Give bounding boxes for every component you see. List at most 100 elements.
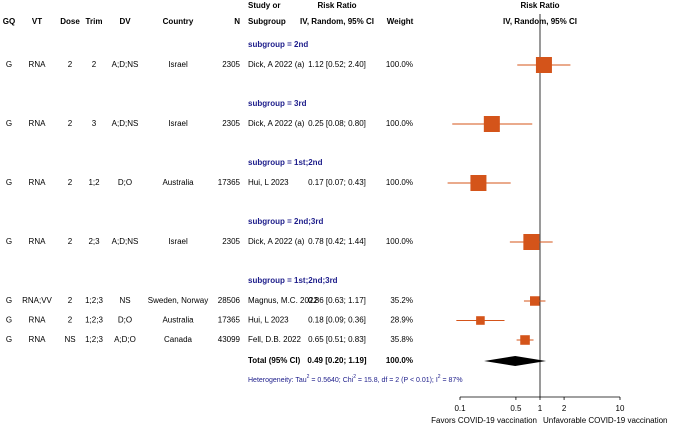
study-header: Study or <box>248 1 280 10</box>
cell: 2 <box>92 60 97 69</box>
column-header: Trim <box>86 17 103 26</box>
study-name: Dick, A 2022 (a) <box>248 119 305 128</box>
study-name: Hui, L 2023 <box>248 316 289 325</box>
superscript: 2 <box>438 374 441 380</box>
cell: RNA <box>29 316 47 325</box>
cell: 2 <box>68 60 73 69</box>
ci-text: 0.86 [0.63; 1.17] <box>308 296 366 305</box>
weight-header: Weight <box>387 17 414 26</box>
heterogeneity-text: = 15.8, df = 2 (P < 0.01); I <box>356 377 438 384</box>
cell: 2;3 <box>88 237 100 246</box>
cell: G <box>6 237 12 246</box>
cell: 2305 <box>222 60 240 69</box>
weight-label: 100.0% <box>386 60 413 69</box>
cell: G <box>6 60 12 69</box>
weight-label: 35.8% <box>390 335 413 344</box>
column-header: DV <box>119 17 131 26</box>
cell: 2 <box>68 237 73 246</box>
cell: 1;2 <box>88 178 100 187</box>
cell: 43099 <box>218 335 241 344</box>
ci-header: Risk Ratio <box>317 1 356 10</box>
cell: RNA;VV <box>22 296 52 305</box>
x-tick-label: 2 <box>562 404 567 413</box>
study-name: Hui, L 2023 <box>248 178 289 187</box>
superscript: 2 <box>353 374 356 380</box>
weight-label: 100.0% <box>386 119 413 128</box>
effect-square <box>483 116 500 132</box>
column-header: Dose <box>60 17 80 26</box>
ci-text: 0.18 [0.09; 0.36] <box>308 316 366 325</box>
ci-text: 1.12 [0.52; 2.40] <box>308 60 366 69</box>
ci-text: 0.25 [0.08; 0.80] <box>308 119 366 128</box>
cell: Israel <box>168 60 188 69</box>
study-name: Dick, A 2022 (a) <box>248 237 305 246</box>
plot-header: Risk Ratio <box>520 1 559 10</box>
cell: 2305 <box>222 119 240 128</box>
weight-label: 35.2% <box>390 296 413 305</box>
heterogeneity-text: = 0.5640; Chi <box>309 377 353 384</box>
x-tick-label: 10 <box>616 404 625 413</box>
subgroup-label: subgroup = 1st;2nd;3rd <box>248 276 338 285</box>
total-ci-text: 0.49 [0.20; 1.19] <box>307 356 366 365</box>
column-header: N <box>234 17 240 26</box>
ci-text: 0.65 [0.51; 0.83] <box>308 335 366 344</box>
x-label-right: Unfavorable COVID-19 vaccination <box>543 416 668 425</box>
cell: RNA <box>29 335 47 344</box>
cell: 17365 <box>218 316 241 325</box>
cell: G <box>6 335 12 344</box>
cell: RNA <box>29 178 47 187</box>
effect-square <box>530 296 540 306</box>
cell: Australia <box>162 178 194 187</box>
cell: D;O <box>118 178 132 187</box>
cell: 2 <box>68 178 73 187</box>
total-weight: 100.0% <box>386 356 413 365</box>
study-name: Magnus, M.C. 2022 <box>248 296 318 305</box>
study-header: Subgroup <box>248 17 286 26</box>
cell: RNA <box>29 60 47 69</box>
cell: G <box>6 119 12 128</box>
column-header: Country <box>163 17 194 26</box>
cell: Canada <box>164 335 193 344</box>
total-label: Total (95% CI) <box>248 356 301 365</box>
cell: A;D;NS <box>112 60 139 69</box>
x-tick-label: 0.1 <box>454 404 466 413</box>
subgroup-label: subgroup = 2nd;3rd <box>248 217 323 226</box>
cell: 17365 <box>218 178 241 187</box>
cell: 2305 <box>222 237 240 246</box>
column-header: VT <box>32 17 42 26</box>
cell: NS <box>64 335 75 344</box>
x-tick-label: 0.5 <box>510 404 522 413</box>
effect-square <box>476 316 485 325</box>
ci-header: IV, Random, 95% CI <box>300 17 374 26</box>
cell: D;O <box>118 316 132 325</box>
cell: RNA <box>29 237 47 246</box>
cell: A;D;NS <box>112 119 139 128</box>
effect-square <box>523 234 540 250</box>
cell: G <box>6 316 12 325</box>
x-tick-label: 1 <box>538 404 543 413</box>
weight-label: 28.9% <box>390 316 413 325</box>
cell: 1;2;3 <box>85 335 103 344</box>
heterogeneity: Heterogeneity: Tau2 = 0.5640; Chi2 = 15.… <box>248 374 463 384</box>
heterogeneity-text: = 87% <box>441 377 463 384</box>
cell: Israel <box>168 119 188 128</box>
study-name: Fell, D.B. 2022 <box>248 335 301 344</box>
subgroup-label: subgroup = 2nd <box>248 40 308 49</box>
ci-text: 0.78 [0.42; 1.44] <box>308 237 366 246</box>
cell: G <box>6 296 12 305</box>
cell: 1;2;3 <box>85 296 103 305</box>
cell: 3 <box>92 119 97 128</box>
weight-label: 100.0% <box>386 178 413 187</box>
ci-text: 0.17 [0.07; 0.43] <box>308 178 366 187</box>
effect-square <box>520 335 530 345</box>
effect-square <box>470 175 487 191</box>
total-diamond <box>484 356 547 366</box>
cell: NS <box>119 296 130 305</box>
superscript: 2 <box>307 374 310 380</box>
weight-label: 100.0% <box>386 237 413 246</box>
cell: RNA <box>29 119 47 128</box>
cell: Israel <box>168 237 188 246</box>
cell: 2 <box>68 296 73 305</box>
subgroup-label: subgroup = 3rd <box>248 99 307 108</box>
